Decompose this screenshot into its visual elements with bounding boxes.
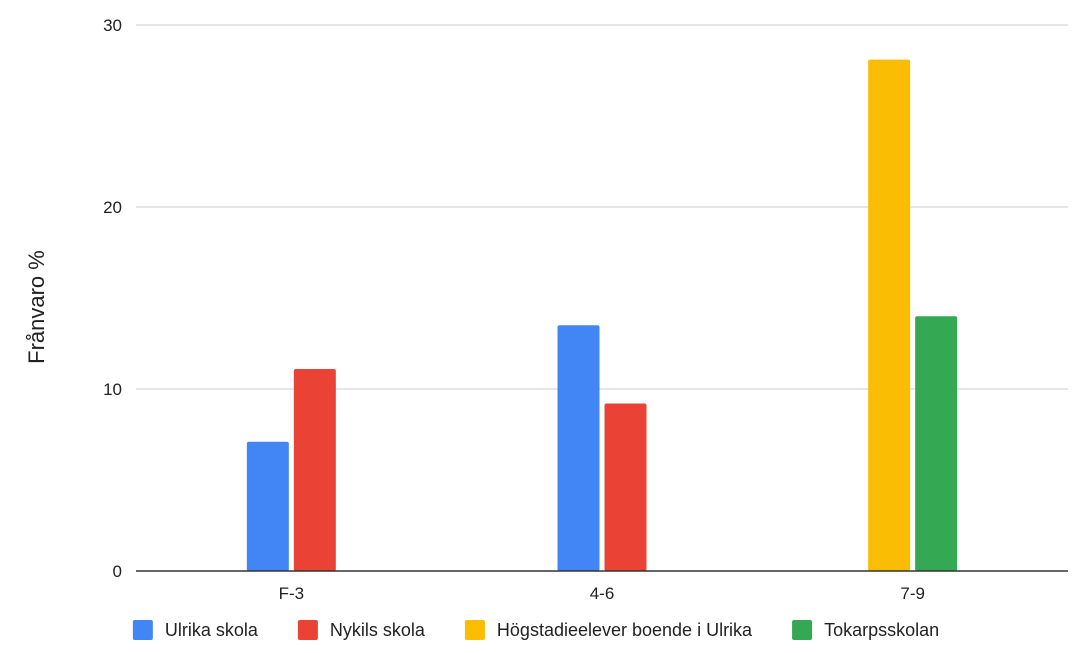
bar-4-6-series-1 bbox=[604, 403, 647, 571]
legend-swatch bbox=[297, 620, 318, 640]
legend-label: Ulrika skola bbox=[165, 620, 259, 640]
legend-swatch bbox=[132, 620, 153, 640]
bar-F-3-series-1 bbox=[293, 368, 336, 571]
y-axis-ticks: 0 10 20 30 bbox=[103, 16, 122, 581]
bar-7-9-series-2 bbox=[868, 59, 911, 572]
y-tick-label: 0 bbox=[113, 562, 122, 581]
gridlines bbox=[136, 24, 1068, 390]
y-tick-label: 30 bbox=[103, 16, 122, 35]
x-axis-ticks: F-3 4-6 7-9 bbox=[279, 584, 925, 603]
y-tick-label: 10 bbox=[103, 380, 122, 399]
bar-7-9-series-3 bbox=[915, 316, 958, 571]
x-tick-label: 4-6 bbox=[590, 584, 615, 603]
legend-swatch bbox=[792, 620, 813, 640]
legend-label: Högstadieelever boende i Ulrika bbox=[497, 620, 753, 640]
bar-4-6-series-0 bbox=[557, 325, 600, 571]
legend-label: Tokarpsskolan bbox=[824, 620, 939, 640]
legend-label: Nykils skola bbox=[330, 620, 426, 640]
x-tick-label: 7-9 bbox=[900, 584, 925, 603]
bar-F-3-series-0 bbox=[246, 441, 289, 571]
x-tick-label: F-3 bbox=[279, 584, 305, 603]
legend-swatch bbox=[464, 620, 485, 640]
legend: Ulrika skola Nykils skola Högstadieelever … bbox=[132, 620, 939, 640]
bars bbox=[246, 59, 958, 572]
y-tick-label: 20 bbox=[103, 198, 122, 217]
y-axis-title: Frånvaro % bbox=[24, 250, 49, 364]
